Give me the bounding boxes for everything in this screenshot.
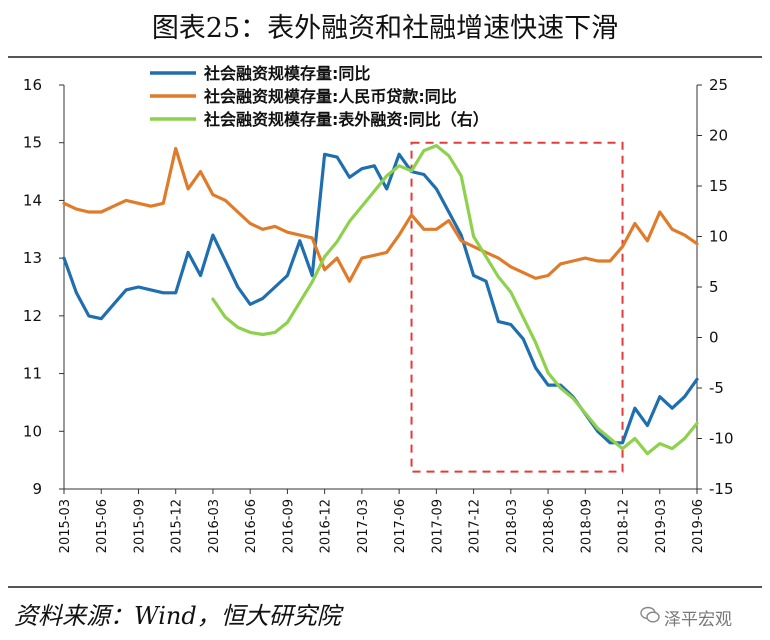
figure-title: 图表25：表外融资和社融增速快速下滑 [151,13,619,44]
series-layer [62,143,699,456]
legend-label: 社会融资规模存量:同比 [203,64,370,83]
wechat-logo-icon [640,606,660,623]
y-right-tick-label: -10 [709,430,734,448]
x-tick-label: 2018-09 [579,499,594,553]
y-left-tick-label: 16 [23,76,42,94]
y-right-tick-label: -5 [709,379,724,397]
y-left-tick-label: 13 [23,249,42,267]
y-left-tick-label: 12 [23,307,42,325]
x-tick-label: 2019-03 [654,499,669,553]
legend-label: 社会融资规模存量:表外融资:同比（右） [203,110,489,129]
y-right-tick-label: 15 [709,177,728,195]
title-rule [8,56,762,58]
y-left-tick-label: 14 [23,191,42,209]
y-right-tick-label: 20 [709,127,728,145]
x-tick-label: 2015-06 [95,499,110,553]
x-tick-label: 2017-09 [430,499,445,553]
source-note: 资料来源：Wind，恒大研究院 [14,602,341,630]
x-tick-label: 2015-12 [170,499,185,553]
off-balance-financing-line [211,143,699,456]
x-tick-label: 2017-06 [393,499,408,553]
legend: 社会融资规模存量:同比社会融资规模存量:人民币贷款:同比社会融资规模存量:表外融… [150,64,489,129]
x-tick-label: 2018-06 [542,499,557,553]
y-left-tick-label: 11 [23,365,42,383]
y-left-tick-label: 9 [32,480,42,498]
x-tick-label: 2016-03 [207,499,222,553]
x-tick-label: 2016-12 [319,499,334,553]
x-tick-label: 2018-03 [505,499,520,553]
total-social-financing-line [62,152,699,445]
rmb-loans-line [62,146,699,283]
x-tick-label: 2016-06 [244,499,259,553]
x-tick-label: 2019-06 [691,499,706,553]
x-tick-label: 2016-09 [281,499,296,553]
y-right-tick-label: 10 [709,228,728,246]
y-left-tick-label: 10 [23,422,42,440]
highlight-box-layer [410,141,624,473]
footer-rule [8,586,762,588]
line-chart: 9 10 11 12 13 14 15 16 -15 -10 -5 0 5 10 15 20 25 2015-03… [23,64,734,553]
y-right-tick-label: 5 [709,278,719,296]
x-tick-label: 2015-03 [58,499,73,553]
x-tick-label: 2017-03 [356,499,371,553]
y-right-tick-label: 0 [709,329,719,347]
x-tick-label: 2018-12 [617,499,632,553]
axes-layer: 9 10 11 12 13 14 15 16 -15 -10 -5 0 5 10 15 20 25 2015-03… [23,76,734,553]
legend-label: 社会融资规模存量:人民币贷款:同比 [203,87,457,106]
highlight-dashed-box [410,141,624,473]
x-tick-label: 2015-09 [132,499,147,553]
x-tick-label: 2017-12 [468,499,483,553]
y-left-tick-label: 15 [23,134,42,152]
watermark-text: 泽平宏观 [664,610,732,630]
y-right-tick-label: 25 [709,76,728,94]
y-right-tick-label: -15 [709,480,734,498]
